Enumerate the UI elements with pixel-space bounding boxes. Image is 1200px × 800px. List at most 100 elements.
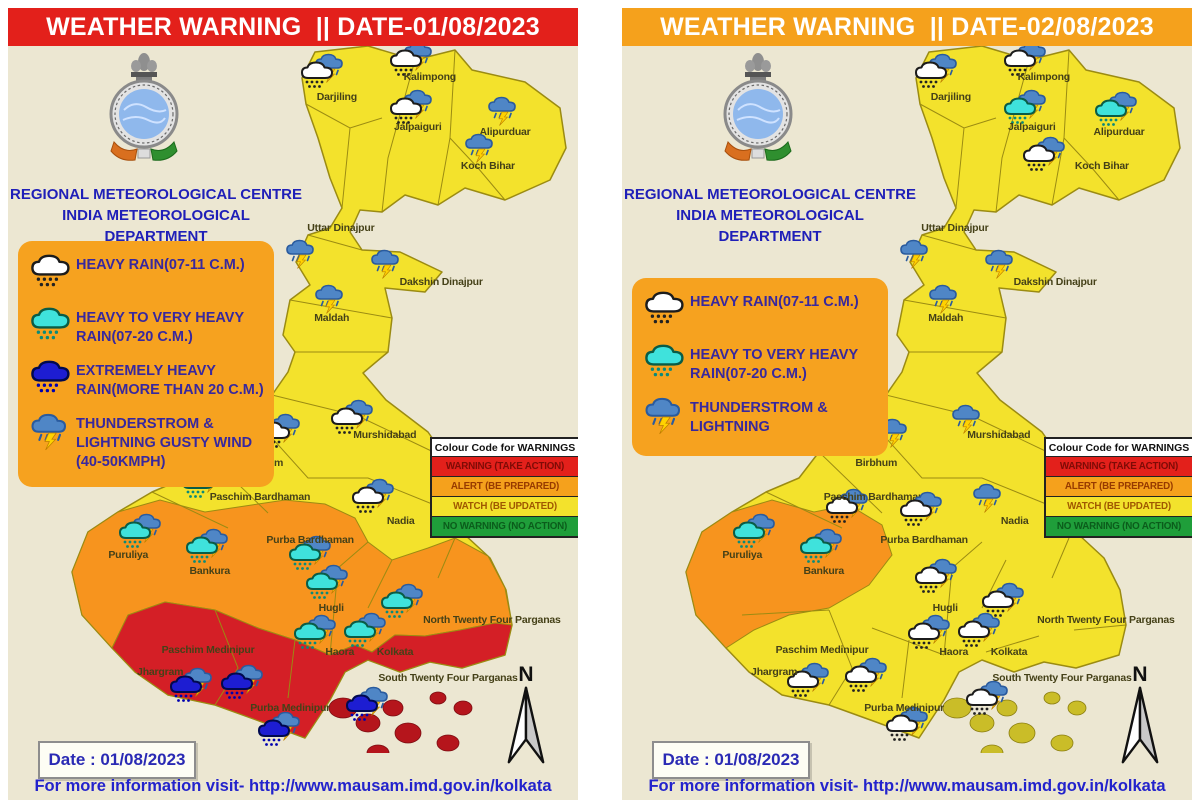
org-title: REGIONAL METEOROLOGICAL CENTRE INDIA MET… (8, 184, 304, 247)
north-compass: N (498, 663, 554, 771)
weather-icon-cluster (351, 478, 397, 517)
weather-icon-cluster (957, 612, 1003, 651)
legend-item-label: HEAVY TO VERY HEAVY RAIN(07-20 C.M.) (76, 310, 244, 345)
legend-item: EXTREMELY HEAVY RAIN(MORE THAN 20 C.M.) (30, 359, 266, 401)
cyan-rain-cloud-icon (306, 572, 339, 599)
thunderstorm-lightning-icon (31, 413, 67, 451)
thunderstorm-lightning-icon (985, 249, 1013, 279)
colour-code-title: Colour Code for WARNINGS (434, 442, 576, 454)
weather-icon-cluster (288, 535, 334, 574)
district-label: Jhargram (137, 665, 184, 678)
weather-icon-cluster (914, 53, 960, 92)
thunderstorm-lightning-icon (371, 249, 399, 279)
footer-link-text: For more information visit- http://www.m… (648, 777, 1166, 795)
map-area: Darjiling Kalimpong Jalpaiguri Alipurdua… (622, 8, 1192, 753)
org-line-1: REGIONAL METEOROLOGICAL CENTRE (624, 186, 916, 203)
panel-header: WEATHER WARNING || DATE-01/08/2023 (8, 8, 578, 46)
imd-logo (723, 53, 793, 161)
colour-code-row: WATCH (BE UPDATED) (432, 496, 578, 516)
district-label: Nadia (1000, 514, 1029, 527)
district-label: Kalimpong (403, 71, 457, 84)
colour-code-row: NO WARNING (NO ACTION) (1046, 516, 1192, 536)
north-label: N (1132, 663, 1148, 686)
district-label: Paschim Medinipur (161, 644, 255, 657)
district-label: Alipurduar (1093, 125, 1145, 138)
org-title: REGIONAL METEOROLOGICAL CENTRE INDIA MET… (622, 184, 918, 247)
white-rain-cloud-icon (330, 407, 363, 434)
district-label: Maldah (928, 311, 964, 324)
weather-icon-cluster (965, 483, 1011, 517)
white-rain-cloud-icon (300, 61, 333, 88)
white-rain-cloud-icon (1022, 144, 1055, 171)
district-label: Haora (325, 645, 355, 658)
thunderstorm-lightning-icon (928, 284, 957, 314)
district-label: Bankura (189, 565, 231, 578)
issue-date-box: Date : 01/08/2023 (652, 741, 810, 779)
legend-item: HEAVY TO VERY HEAVY RAIN(07-20 C.M.) (30, 306, 266, 348)
legend-item-label: THUNDERSTROM & LIGHTNING GUSTY WIND (40-… (76, 416, 253, 470)
weather-icon-cluster (389, 41, 435, 80)
thunderstorm-lightning-icon (465, 133, 493, 163)
district-label: Puruliya (108, 548, 149, 561)
sundarbans-delta (942, 691, 1087, 753)
weather-icon-cluster (220, 664, 266, 703)
legend-item: HEAVY RAIN(07-11 C.M.) (30, 253, 266, 295)
legend-item: THUNDERSTROM & LIGHTNING (644, 396, 880, 441)
district-label: Kolkata (376, 645, 414, 658)
district-label: Dakshin Dinajpur (1013, 276, 1097, 289)
district-label: Kalimpong (1017, 71, 1071, 84)
cyan-rain-cloud-icon (293, 622, 326, 649)
weather-icon-cluster (305, 564, 351, 603)
district-label: Darjiling (930, 90, 971, 103)
thunderstorm-lightning-icon (972, 483, 1001, 513)
district-label: Maldah (314, 311, 350, 324)
weather-icon-cluster (480, 96, 526, 130)
north-arrow-icon (507, 686, 545, 764)
weather-icon-cluster (892, 239, 938, 273)
weather-icon-cluster (293, 614, 339, 653)
weather-icon-cluster (1022, 136, 1068, 175)
district-label: Murshidabad (353, 428, 417, 441)
north-label: N (518, 663, 534, 686)
weather-icon-cluster (885, 706, 931, 745)
district-label: Murshidabad (967, 428, 1031, 441)
legend-item: HEAVY TO VERY HEAVY RAIN(07-20 C.M.) (644, 343, 880, 385)
district-label: Puruliya (722, 548, 763, 561)
legend-item-label: HEAVY RAIN(07-11 C.M.) (690, 294, 859, 310)
colour-code-row: WARNING (TAKE ACTION) (1046, 456, 1192, 476)
white-rain-cloud-icon (389, 97, 422, 125)
legend-item-label: HEAVY RAIN(07-11 C.M.) (76, 257, 245, 273)
district-label: Birbhum (855, 457, 898, 470)
weather-icon-cluster (185, 528, 231, 567)
district-label: North Twenty Four Parganas (1037, 613, 1175, 626)
district-label: Paschim Medinipur (775, 644, 869, 657)
district-label: Uttar Dinajpur (921, 221, 989, 234)
district-label: North Twenty Four Parganas (423, 613, 561, 626)
weather-icon-cluster (1003, 41, 1049, 80)
weather-icon-cluster (944, 404, 990, 438)
cyan-rain-cloud-icon (799, 536, 832, 564)
district-label: Purba Bardhaman (880, 533, 968, 546)
colour-code-box: Colour Code for WARNINGS WARNING (TAKE A… (1044, 437, 1192, 538)
district-label: Purba Medinipur (864, 702, 945, 715)
colour-code-row: NO WARNING (NO ACTION) (432, 516, 578, 536)
white-rain-cloud-icon (825, 496, 858, 523)
district-label: Kolkata (990, 645, 1028, 658)
org-line-1: REGIONAL METEOROLOGICAL CENTRE (10, 186, 302, 203)
white-rain-cloud-icon (1003, 49, 1036, 77)
weather-icon-cluster (914, 558, 960, 597)
district-borders (151, 49, 506, 706)
weather-icon-cluster (307, 284, 353, 318)
colour-code-box: Colour Code for WARNINGS WARNING (TAKE A… (430, 437, 578, 538)
white-rain-cloud-icon (787, 670, 820, 697)
weather-icon-cluster (457, 133, 503, 167)
legend-box: HEAVY RAIN(07-11 C.M.) HEAVY TO VERY HEA… (632, 278, 888, 456)
district-label: Uttar Dinajpur (307, 221, 375, 234)
legend-item: THUNDERSTROM & LIGHTNING GUSTY WIND (40-… (30, 412, 266, 472)
district-label: Dakshin Dinajpur (399, 276, 483, 289)
weather-icon-cluster (799, 528, 845, 567)
blue-rain-cloud-icon (31, 360, 70, 393)
district-label: Purba Medinipur (250, 702, 331, 715)
issue-date-box: Date : 01/08/2023 (38, 741, 196, 779)
weather-icon-cluster (169, 667, 215, 706)
